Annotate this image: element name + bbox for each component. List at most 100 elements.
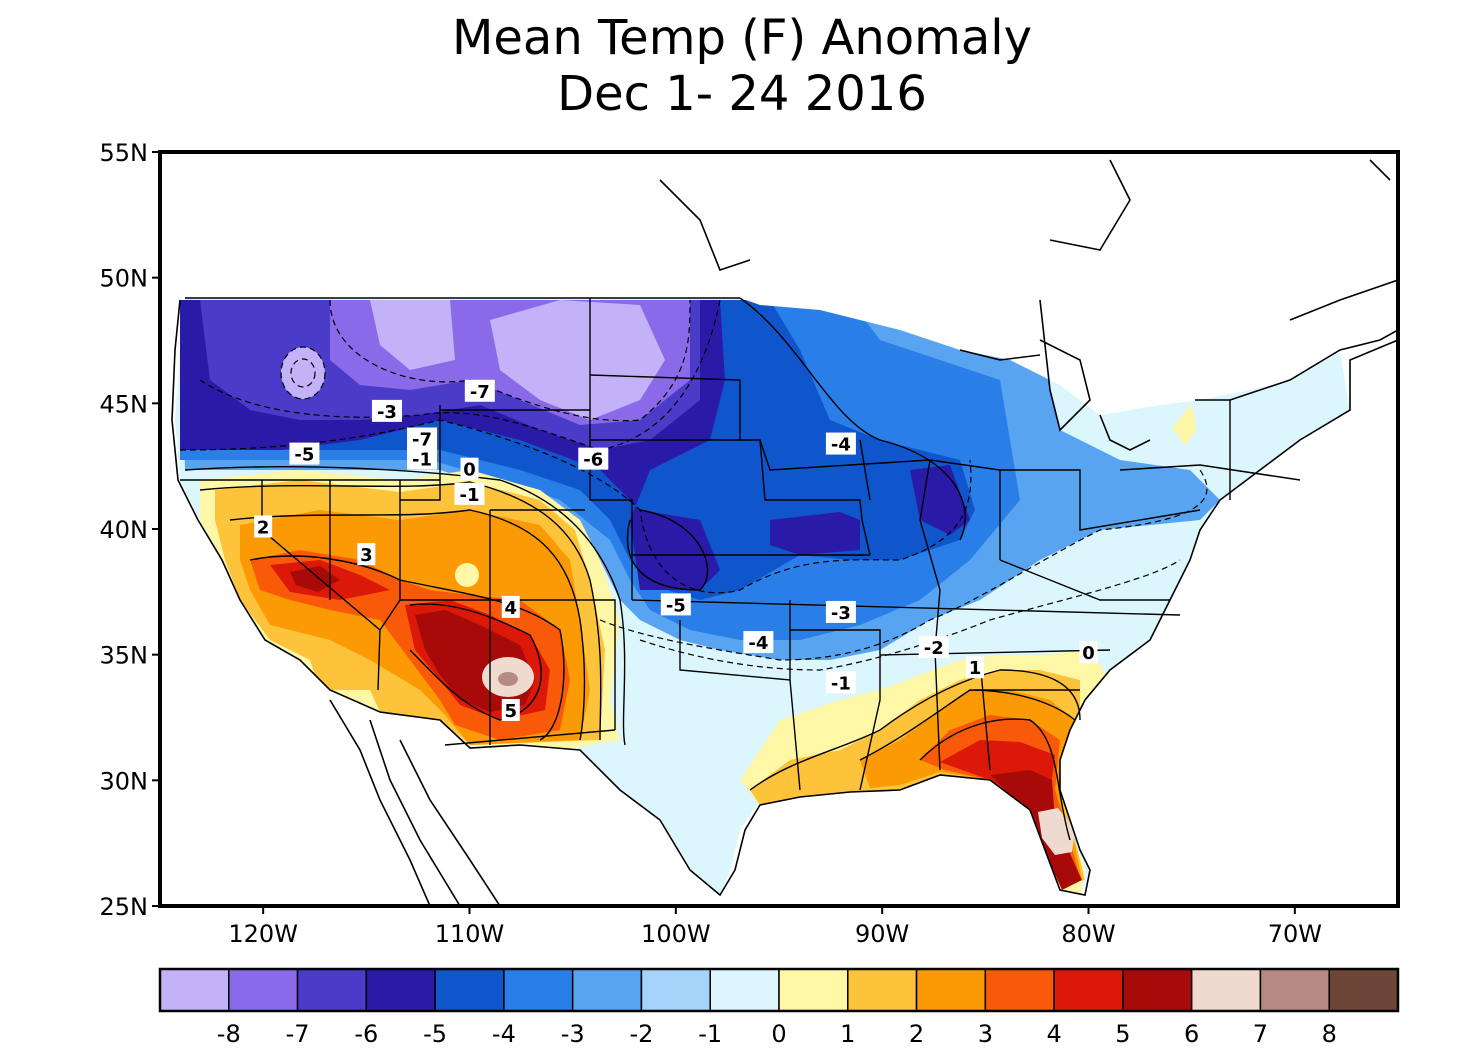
legend-tick-label: 1 [840,1020,855,1048]
lat-tick-label: 35N [100,642,149,670]
legend-tick-label: -5 [423,1020,447,1048]
legend-swatch [296,968,368,1012]
contour-label-box [1079,641,1098,664]
contour-label-box [407,427,438,450]
contour-label: -1 [831,673,851,694]
lat-tick-label: 30N [100,767,149,795]
lat-tick-label: 50N [100,265,149,293]
title-line-2: Dec 1- 24 2016 [557,66,927,122]
legend-tick-label: 8 [1322,1020,1337,1048]
lat-tick-label: 40N [100,516,149,544]
contour-label-box [501,698,520,721]
legend-swatch [228,968,299,1012]
legend-swatch [1190,968,1262,1012]
contour-label: -4 [831,435,851,456]
legend-swatch [159,968,230,1012]
contour-label: 3 [360,545,373,566]
contour-label: 0 [463,460,476,481]
legend-tick-label: 0 [771,1020,786,1048]
anomaly-region-plus-8 [498,672,518,686]
legend-swatch [1053,968,1124,1012]
legend-swatch [503,968,574,1012]
anomaly-region-minus-6c [910,465,970,535]
contour-label-box [289,442,320,465]
anomaly-region-minus-8-spot [281,347,325,399]
legend-frame [158,967,1400,1013]
legend-swatch [1328,968,1399,1012]
lat-tick-label: 55N [100,139,149,167]
title-line-1: Mean Temp (F) Anomaly [451,10,1033,66]
map-title: Mean Temp (F) Anomaly Dec 1- 24 2016 [0,10,1484,122]
lon-tick-label: 70W [1268,920,1322,948]
contour-label: 0 [1082,643,1095,664]
contour-label: 4 [505,598,518,619]
contour-label: 1 [969,658,982,679]
contour-label-box [743,631,774,654]
legend-tick-label: -1 [698,1020,722,1048]
contour-label-box [464,379,495,402]
coastlines [171,159,1398,906]
anomaly-region-ne-plus-1 [1172,404,1196,445]
legend-swatch [434,968,505,1012]
lon-tick-label: 100W [641,920,711,948]
lat-tick-label: 25N [100,893,149,921]
contour-lines [184,297,1081,841]
lon-tick-label: 90W [855,920,909,948]
legend-tick-label: -7 [286,1020,310,1048]
ocean-mask-atlantic [1060,340,1398,906]
legend-swatch [778,968,849,1012]
contour-label: -3 [377,402,397,423]
legend-tick-label: 4 [1046,1020,1061,1048]
contour-label-box [966,656,985,679]
legend-tick-label: 5 [1115,1020,1130,1048]
contour-label: -2 [924,638,944,659]
contour-label: -1 [460,485,480,506]
anomaly-region-minus-6b [770,512,860,555]
legend-tick-label: 2 [909,1020,924,1048]
legend-tick-label: -3 [561,1020,585,1048]
legend-swatch [1259,968,1330,1012]
contour-label: 2 [257,517,270,538]
contour-label: -7 [470,382,490,403]
legend-swatch [709,968,780,1012]
color-legend: -8 -7 -6 -5 -4 -3 -2 -1 0 1 2 3 4 5 6 7 8 [158,967,1400,1048]
legend-swatch [915,968,987,1012]
ocean-mask-pacific [160,152,580,906]
legend-swatch [640,968,711,1012]
contour-label-box [825,671,856,694]
contour-label: 5 [505,701,518,722]
contour-label-box [825,432,856,455]
plot-area [160,152,1398,906]
contour-label: -1 [412,450,432,471]
contour-label-box [918,636,949,659]
contour-label: -4 [748,633,768,654]
contour-label-box [660,593,691,616]
legend-tick-label: -4 [492,1020,516,1048]
anomaly-region-se-plus-6 [990,770,1082,890]
canada-mask [160,152,1398,415]
contour-label: -5 [294,445,314,466]
longitude-axis: 120W 110W 100W 90W 80W 70W [228,906,1322,948]
lat-tick-label: 45N [100,390,149,418]
contour-label-box [460,457,479,480]
contour-label: -5 [666,595,686,616]
legend-tick-label: -8 [217,1020,241,1048]
anomaly-region-plus-6 [290,566,535,712]
latitude-axis: 55N 50N 45N 40N 35N 30N 25N [100,139,160,921]
state-boundaries [180,297,1231,791]
ocean-mask-gulf [580,760,1090,906]
contour-label-box [407,447,438,470]
legend-tick-label: 3 [978,1020,993,1048]
lon-tick-label: 80W [1061,920,1115,948]
anomaly-region-minus-8-core [370,300,665,420]
legend-swatch [984,968,1055,1012]
anomaly-region-zero-spot [455,563,479,587]
legend-swatch [571,968,643,1012]
contour-label-box [454,482,485,505]
contour-label-box [371,399,402,422]
contour-label: -3 [831,603,851,624]
contour-label-box [825,600,856,623]
legend-tick-label: -2 [629,1020,653,1048]
legend-tick-label: -6 [354,1020,378,1048]
